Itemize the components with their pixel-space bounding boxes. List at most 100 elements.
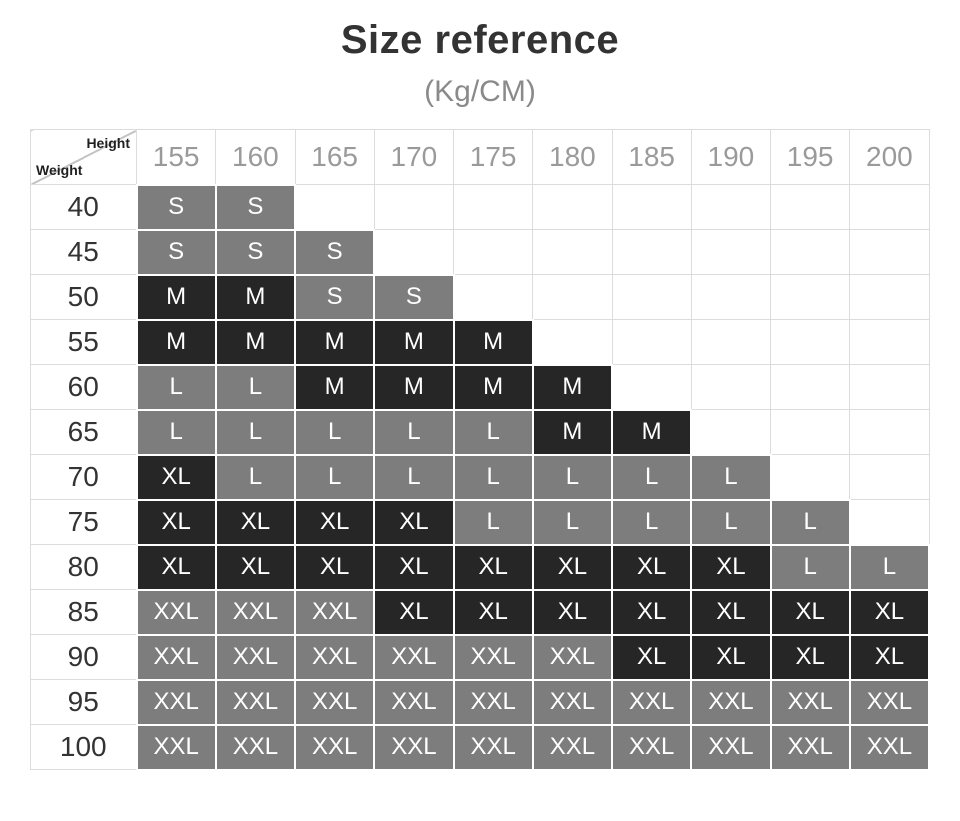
weight-label-60: 60 <box>30 364 137 410</box>
size-cell-155-45: S <box>135 228 217 276</box>
empty-cell <box>611 274 692 320</box>
size-cell-185-80: XL <box>610 543 693 591</box>
table-body: 40 S S 45 S S S 50 M M S S 55 M M M M M 60 L L M M M M 65 L L L L L M M 7… <box>30 183 931 771</box>
size-cell-175-90: XXL <box>452 633 534 681</box>
empty-cell <box>849 499 930 545</box>
empty-cell <box>849 319 930 365</box>
size-cell-180-60: M <box>531 363 614 411</box>
weight-label-100: 100 <box>30 724 137 770</box>
size-cell-170-75: XL <box>373 498 455 546</box>
size-cell-175-65: L <box>452 408 534 456</box>
size-cell-175-75: L <box>452 498 534 546</box>
size-cell-190-100: XXL <box>690 723 772 771</box>
empty-cell <box>849 454 930 500</box>
empty-cell <box>690 319 772 365</box>
weight-label-45: 45 <box>30 229 137 275</box>
empty-cell <box>611 184 692 230</box>
empty-cell <box>452 184 534 230</box>
empty-cell <box>532 229 613 275</box>
weight-label-40: 40 <box>30 184 137 230</box>
size-cell-195-100: XXL <box>769 723 851 771</box>
height-header-185: 185 <box>611 129 692 185</box>
size-cell-180-85: XL <box>531 588 614 636</box>
table-row-weight-40: 40 S S <box>30 183 930 231</box>
weight-label-85: 85 <box>30 589 137 635</box>
size-cell-175-100: XXL <box>452 723 534 771</box>
empty-cell <box>849 364 930 410</box>
empty-cell <box>611 229 692 275</box>
height-header-190: 190 <box>690 129 772 185</box>
size-cell-155-40: S <box>135 183 217 231</box>
size-cell-160-80: XL <box>214 543 297 591</box>
size-cell-160-45: S <box>214 228 297 276</box>
size-cell-175-60: M <box>452 363 534 411</box>
size-cell-165-60: M <box>293 363 376 411</box>
size-cell-155-50: M <box>135 273 217 321</box>
empty-cell <box>690 364 772 410</box>
table-row-weight-50: 50 M M S S <box>30 273 930 321</box>
size-cell-170-70: L <box>373 453 455 501</box>
size-cell-165-65: L <box>293 408 376 456</box>
empty-cell <box>769 409 851 455</box>
size-cell-190-75: L <box>690 498 772 546</box>
empty-cell <box>769 184 851 230</box>
size-cell-165-90: XXL <box>293 633 376 681</box>
empty-cell <box>611 364 692 410</box>
height-header-170: 170 <box>373 129 455 185</box>
weight-label-70: 70 <box>30 454 137 500</box>
table-row-weight-90: 90 XXL XXL XXL XXL XXL XXL XL XL XL XL <box>30 633 931 681</box>
size-cell-160-60: L <box>214 363 297 411</box>
size-cell-195-85: XL <box>769 588 851 636</box>
empty-cell <box>849 409 930 455</box>
empty-cell <box>769 274 851 320</box>
weight-axis-label: Weight <box>36 162 83 178</box>
size-cell-170-100: XXL <box>373 723 455 771</box>
weight-label-50: 50 <box>30 274 137 320</box>
size-cell-175-55: M <box>452 318 534 366</box>
size-cell-195-75: L <box>769 498 851 546</box>
table-row-weight-80: 80 XL XL XL XL XL XL XL XL L L <box>30 543 931 591</box>
empty-cell <box>373 184 455 230</box>
size-chart-table: Height Weight 155 160 165 170 175 180 185 190 19… <box>30 129 931 771</box>
size-cell-160-85: XXL <box>214 588 297 636</box>
size-cell-155-75: XL <box>135 498 217 546</box>
size-cell-175-70: L <box>452 453 534 501</box>
size-cell-155-90: XXL <box>135 633 217 681</box>
size-cell-200-100: XXL <box>848 723 931 771</box>
size-cell-180-95: XXL <box>531 678 614 726</box>
empty-cell <box>373 229 455 275</box>
size-cell-170-80: XL <box>373 543 455 591</box>
size-cell-175-85: XL <box>452 588 534 636</box>
size-cell-180-100: XXL <box>531 723 614 771</box>
size-cell-155-100: XXL <box>135 723 217 771</box>
height-header-200: 200 <box>849 129 930 185</box>
size-cell-160-100: XXL <box>214 723 297 771</box>
height-header-155: 155 <box>135 129 217 185</box>
size-cell-170-95: XXL <box>373 678 455 726</box>
empty-cell <box>849 184 930 230</box>
size-cell-165-70: L <box>293 453 376 501</box>
size-cell-185-75: L <box>610 498 693 546</box>
empty-cell <box>611 319 692 365</box>
size-cell-160-50: M <box>214 273 297 321</box>
size-cell-165-85: XXL <box>293 588 376 636</box>
table-row-weight-85: 85 XXL XXL XXL XL XL XL XL XL XL XL <box>30 588 931 636</box>
empty-cell <box>769 229 851 275</box>
empty-cell <box>294 184 375 230</box>
empty-cell <box>532 184 613 230</box>
size-cell-175-95: XXL <box>452 678 534 726</box>
size-cell-165-55: M <box>293 318 376 366</box>
size-cell-170-90: XXL <box>373 633 455 681</box>
size-cell-180-80: XL <box>531 543 614 591</box>
size-cell-185-95: XXL <box>610 678 693 726</box>
size-cell-195-80: L <box>769 543 851 591</box>
table-row-weight-95: 95 XXL XXL XXL XXL XXL XXL XXL XXL XXL XXL <box>30 678 931 726</box>
empty-cell <box>690 229 772 275</box>
size-cell-195-90: XL <box>769 633 851 681</box>
size-cell-200-80: L <box>848 543 931 591</box>
empty-cell <box>690 274 772 320</box>
height-header-195: 195 <box>769 129 851 185</box>
size-cell-190-90: XL <box>690 633 772 681</box>
size-cell-155-55: M <box>135 318 217 366</box>
